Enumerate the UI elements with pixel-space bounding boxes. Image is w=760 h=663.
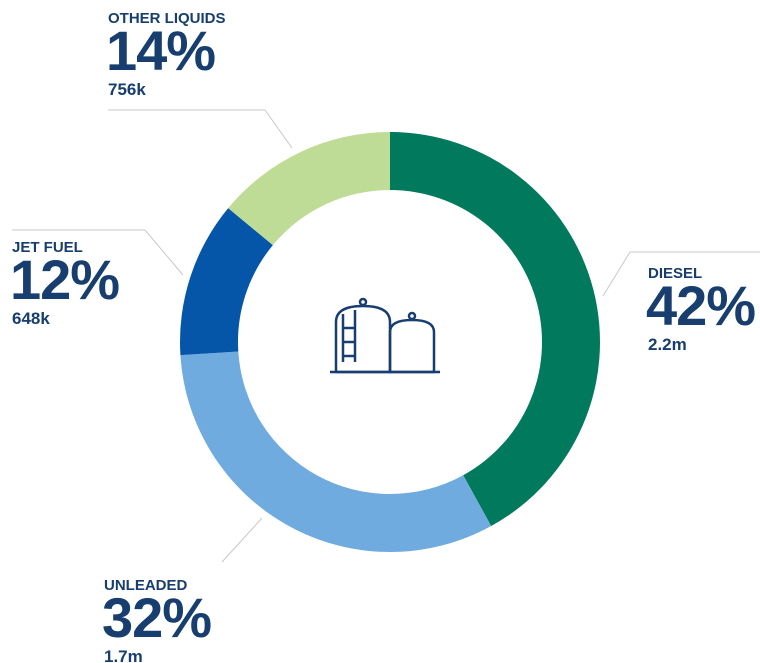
sub-label: 1.7m [104, 647, 143, 663]
category-label: DIESEL [648, 265, 702, 282]
slice [180, 208, 273, 356]
leader-line [221, 517, 263, 563]
leader-lines [12, 109, 760, 563]
category-label: UNLEADED [104, 577, 188, 594]
slice [228, 132, 390, 246]
tank-icon [330, 297, 440, 374]
value-label: 42% [646, 274, 755, 337]
category-label: OTHER LIQUIDS [108, 10, 226, 27]
leader-line [12, 229, 184, 276]
leader-line [108, 109, 293, 149]
leader-line [602, 251, 760, 297]
value-label: 12% [10, 248, 119, 311]
category-label: JET FUEL [12, 239, 83, 256]
sub-label: 648k [12, 309, 50, 328]
value-label: 32% [102, 586, 211, 649]
slice [180, 351, 492, 553]
sub-label: 756k [108, 80, 146, 99]
slice [390, 132, 600, 527]
value-label: 14% [106, 19, 215, 82]
sub-label: 2.2m [648, 335, 687, 354]
